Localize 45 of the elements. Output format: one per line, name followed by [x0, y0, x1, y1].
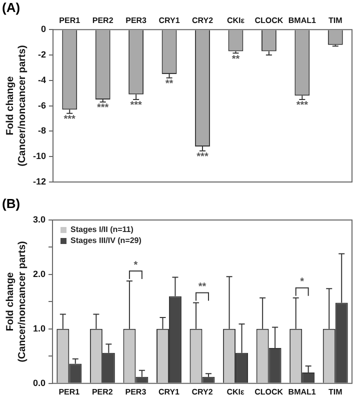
- x-tick-label: PER3: [126, 16, 148, 26]
- x-tick-label: CRY1: [158, 387, 180, 396]
- annotation: **: [165, 78, 174, 90]
- y-tick-label: -8: [38, 126, 46, 136]
- x-tick-label: CRY1: [158, 16, 180, 26]
- y-tick-label: -12: [32, 176, 46, 186]
- x-tick-label: CRY2: [192, 387, 214, 396]
- chart-title: (A): [2, 0, 20, 16]
- x-tick-label: CRY2: [192, 16, 214, 26]
- y-tick-label: 0.0: [32, 378, 46, 388]
- y-tick-label: -2: [38, 49, 46, 60]
- y-axis-title: Fold change (Cancer/noncancer parts): [4, 45, 28, 166]
- annotation: **: [198, 282, 206, 293]
- x-tick-label: PER3: [125, 387, 147, 396]
- annotation: *: [300, 276, 304, 288]
- annotation: ***: [196, 152, 208, 163]
- annotation: *: [134, 260, 138, 271]
- x-tick-label: PER2: [92, 387, 114, 396]
- legend-label: Stages III/IV (n=29): [70, 236, 142, 246]
- y-tick-label: -10: [32, 151, 46, 162]
- y-tick-label: -6: [38, 100, 46, 110]
- x-tick-label: CKIε: [226, 387, 245, 396]
- x-tick-label: CLOCK: [254, 16, 284, 26]
- annotation: ***: [96, 102, 109, 114]
- annotation: **: [232, 54, 240, 65]
- y-tick-label: -4: [38, 74, 46, 85]
- y-tick-label: 3.0: [32, 214, 46, 224]
- annotation: ***: [130, 100, 142, 112]
- x-tick-label: CLOCK: [254, 387, 284, 396]
- x-tick-label: TIM: [328, 387, 343, 396]
- chart-title: (B): [2, 196, 20, 212]
- annotation: ***: [296, 100, 308, 112]
- y-tick-label: 1.0: [32, 323, 46, 334]
- x-tick-label: BMAL1: [288, 16, 316, 26]
- x-tick-label: TIM: [328, 16, 343, 26]
- y-tick-label: 0: [40, 24, 46, 34]
- annotation: ***: [64, 114, 76, 126]
- x-tick-label: CKIε: [226, 16, 245, 26]
- x-tick-label: PER2: [92, 16, 114, 26]
- x-tick-label: PER1: [58, 387, 80, 396]
- x-tick-label: PER1: [59, 16, 81, 26]
- y-axis-title: Fold change (Cancer/noncancer parts): [4, 241, 28, 362]
- legend-label: Stages I/II (n=11): [70, 225, 134, 234]
- x-tick-label: BMAL1: [288, 387, 316, 396]
- y-tick-label: 2.0: [32, 268, 46, 279]
